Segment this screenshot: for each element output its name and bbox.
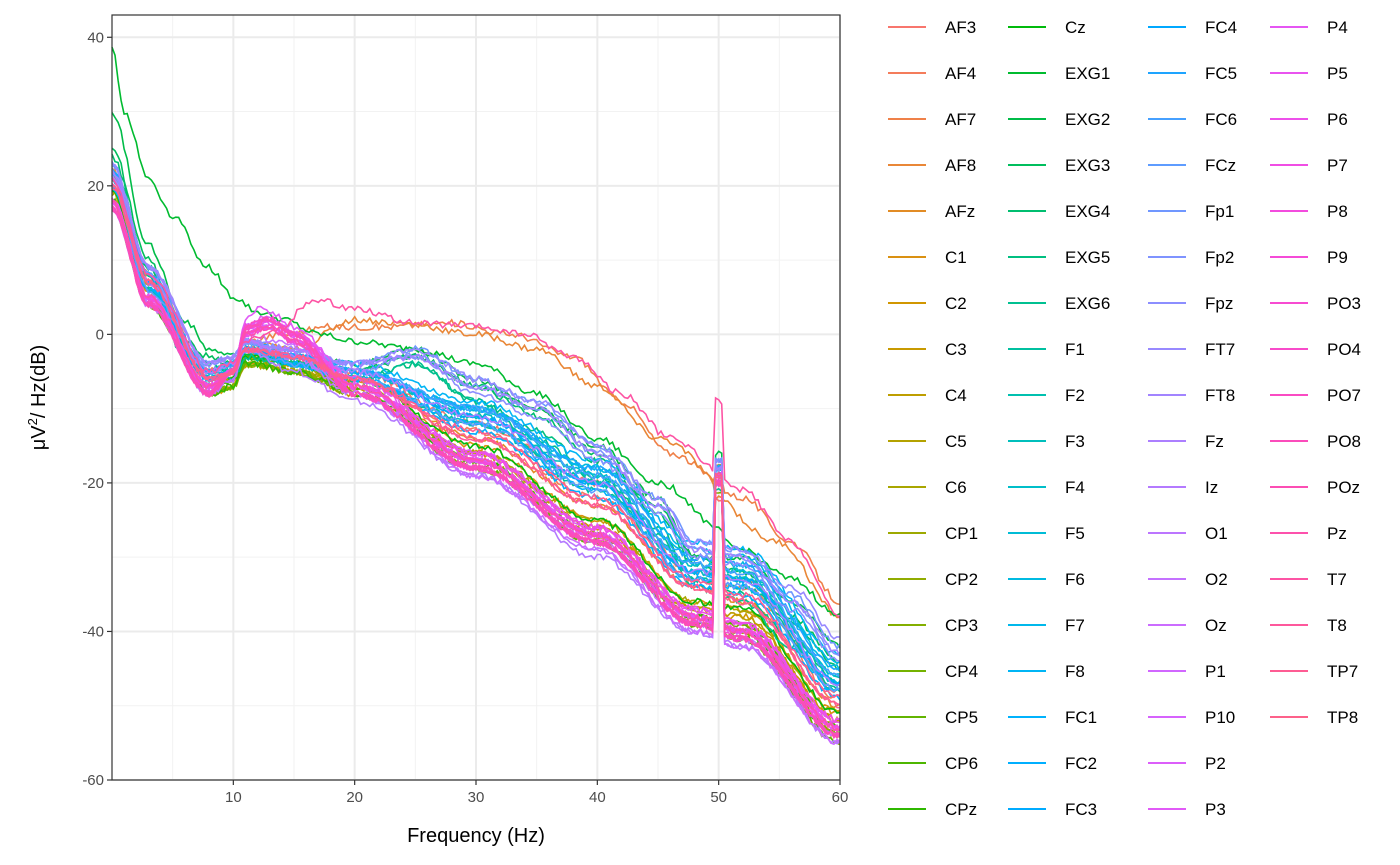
series-line-T7 — [111, 177, 841, 619]
x-tick-label: 60 — [832, 789, 849, 806]
legend-label-CPz: CPz — [945, 800, 977, 819]
legend-label-TP8: TP8 — [1327, 708, 1358, 727]
legend-label-EXG4: EXG4 — [1065, 202, 1110, 221]
legend-label-AFz: AFz — [945, 202, 975, 221]
series-line-EXG1 — [111, 46, 841, 617]
legend-label-Fp1: Fp1 — [1205, 202, 1234, 221]
series-lines — [111, 46, 841, 746]
y-tick-label: 20 — [87, 178, 104, 195]
legend-label-EXG1: EXG1 — [1065, 64, 1110, 83]
legend-label-CP3: CP3 — [945, 616, 978, 635]
legend-label-P6: P6 — [1327, 110, 1348, 129]
legend-label-P4: P4 — [1327, 18, 1348, 37]
legend-label-P10: P10 — [1205, 708, 1235, 727]
legend-label-TP7: TP7 — [1327, 662, 1358, 681]
legend-label-F3: F3 — [1065, 432, 1085, 451]
legend-label-FC6: FC6 — [1205, 110, 1237, 129]
legend-label-EXG3: EXG3 — [1065, 156, 1110, 175]
legend-label-P8: P8 — [1327, 202, 1348, 221]
legend-label-FC2: FC2 — [1065, 754, 1097, 773]
series-line-FT7 — [111, 162, 841, 640]
legend-label-Iz: Iz — [1205, 478, 1218, 497]
legend-label-P9: P9 — [1327, 248, 1348, 267]
legend-label-AF7: AF7 — [945, 110, 976, 129]
y-axis-title: μV2/ Hz(dB) — [25, 345, 50, 450]
legend-label-T8: T8 — [1327, 616, 1347, 635]
legend-label-Fz: Fz — [1205, 432, 1224, 451]
legend-label-CP6: CP6 — [945, 754, 978, 773]
legend-label-CP4: CP4 — [945, 662, 978, 681]
legend-label-P5: P5 — [1327, 64, 1348, 83]
legend-label-Fpz: Fpz — [1205, 294, 1233, 313]
x-tick-label: 30 — [468, 789, 485, 806]
legend-label-PO4: PO4 — [1327, 340, 1361, 359]
legend-label-O1: O1 — [1205, 524, 1228, 543]
legend-label-Pz: Pz — [1327, 524, 1347, 543]
legend-label-EXG5: EXG5 — [1065, 248, 1110, 267]
y-tick-label: 40 — [87, 29, 104, 46]
legend-label-POz: POz — [1327, 478, 1360, 497]
legend-label-F1: F1 — [1065, 340, 1085, 359]
legend-label-FC5: FC5 — [1205, 64, 1237, 83]
legend-label-F4: F4 — [1065, 478, 1085, 497]
legend-label-FC4: FC4 — [1205, 18, 1237, 37]
x-tick-label: 40 — [589, 789, 606, 806]
legend-label-Oz: Oz — [1205, 616, 1227, 635]
legend-label-F7: F7 — [1065, 616, 1085, 635]
series-line-FT8 — [111, 169, 841, 657]
x-axis-title: Frequency (Hz) — [407, 825, 545, 847]
y-tick-label: 0 — [96, 326, 104, 343]
legend-label-FC3: FC3 — [1065, 800, 1097, 819]
legend-label-Cz: Cz — [1065, 18, 1086, 37]
x-tick-label: 20 — [346, 789, 363, 806]
legend-label-F6: F6 — [1065, 570, 1085, 589]
legend-label-FT7: FT7 — [1205, 340, 1235, 359]
legend-label-FT8: FT8 — [1205, 386, 1235, 405]
legend-label-CP5: CP5 — [945, 708, 978, 727]
legend-label-P3: P3 — [1205, 800, 1226, 819]
x-tick-label: 10 — [225, 789, 242, 806]
y-axis-title-rest: / Hz(dB) — [28, 345, 50, 418]
legend-label-C1: C1 — [945, 248, 967, 267]
legend-label-EXG6: EXG6 — [1065, 294, 1110, 313]
series-line-Fp2 — [111, 163, 841, 657]
legend-label-C2: C2 — [945, 294, 967, 313]
y-tick-label: -60 — [82, 772, 104, 789]
legend-label-C5: C5 — [945, 432, 967, 451]
legend-label-PO7: PO7 — [1327, 386, 1361, 405]
legend-label-FCz: FCz — [1205, 156, 1236, 175]
legend-label-T7: T7 — [1327, 570, 1347, 589]
legend-label-F5: F5 — [1065, 524, 1085, 543]
legend-label-CP1: CP1 — [945, 524, 978, 543]
legend-label-PO3: PO3 — [1327, 294, 1361, 313]
y-axis-title-unit: μV — [28, 425, 50, 451]
legend-label-F8: F8 — [1065, 662, 1085, 681]
axes: 10 20 30 40 50 60 -60 -40 -20 0 20 40 — [82, 29, 848, 806]
legend-label-AF3: AF3 — [945, 18, 976, 37]
legend-label-P2: P2 — [1205, 754, 1226, 773]
legend-label-P7: P7 — [1327, 156, 1348, 175]
y-tick-label: -20 — [82, 475, 104, 492]
legend-label-EXG2: EXG2 — [1065, 110, 1110, 129]
legend: AF3 AF4 AF7 AF8 AFz C1 C2 C3 C4 C5 C6 CP1 CP2 CP3 CP4 C… — [888, 18, 1361, 819]
legend-label-Fp2: Fp2 — [1205, 248, 1234, 267]
legend-label-C3: C3 — [945, 340, 967, 359]
y-tick-label: -40 — [82, 623, 104, 640]
legend-label-PO8: PO8 — [1327, 432, 1361, 451]
legend-label-FC1: FC1 — [1065, 708, 1097, 727]
legend-label-C6: C6 — [945, 478, 967, 497]
legend-label-F2: F2 — [1065, 386, 1085, 405]
y-axis-title-superscript: 2 — [25, 418, 40, 425]
x-tick-label: 50 — [710, 789, 727, 806]
legend-label-C4: C4 — [945, 386, 967, 405]
legend-label-P1: P1 — [1205, 662, 1226, 681]
series-line-TP8 — [111, 185, 841, 709]
legend-label-AF8: AF8 — [945, 156, 976, 175]
legend-label-CP2: CP2 — [945, 570, 978, 589]
legend-label-O2: O2 — [1205, 570, 1228, 589]
legend-label-AF4: AF4 — [945, 64, 976, 83]
series-line-TP7 — [111, 188, 841, 699]
